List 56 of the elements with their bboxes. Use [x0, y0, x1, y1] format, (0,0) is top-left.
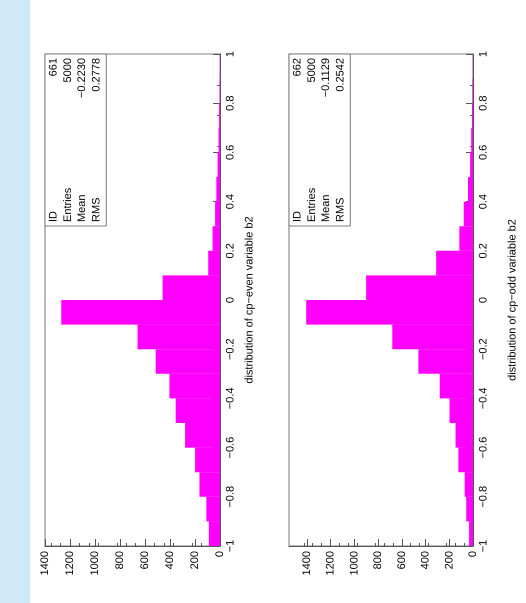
y-tick-label: 0.2 [224, 243, 237, 258]
y-tick-label: −0.2 [478, 338, 490, 360]
annotation: 661 [48, 58, 60, 76]
y-tick-label: −0.4 [224, 388, 237, 410]
annotation: 5000 [62, 58, 74, 82]
x-tick-label: 600 [139, 551, 152, 570]
x-tick-label: 0 [467, 551, 479, 558]
y-tick-label: 0.2 [478, 243, 490, 258]
annotation: 0.2778 [90, 58, 102, 92]
x-tick-label: 200 [189, 551, 202, 570]
x-tick-label: 1200 [64, 551, 76, 576]
y-tick-label: −0.6 [224, 436, 237, 458]
y-tick-label: 0.6 [224, 144, 237, 160]
x-tick-label: 400 [420, 551, 432, 570]
y-tick-label: −0.8 [478, 486, 490, 508]
x-tick-label: 1200 [324, 551, 337, 576]
y-tick-label: 0 [224, 296, 237, 304]
annotation: ID [292, 210, 304, 222]
x-tick-label: 1000 [89, 551, 102, 576]
annotation: 662 [292, 58, 304, 76]
x-tick-label: 0 [214, 551, 226, 558]
y-tick-label: 0.4 [478, 194, 490, 210]
x-tick-label: 200 [443, 551, 456, 570]
annotation: RMS [90, 198, 102, 222]
y-tick-label: −1 [478, 540, 490, 552]
annotation: Entries [306, 187, 318, 222]
annotation: Mean [76, 194, 88, 222]
annotation: −0.1129 [320, 58, 332, 98]
y-axis-title: distribution of cp−odd variable b2 [506, 219, 518, 381]
y-tick-label: −1 [224, 540, 237, 552]
y-tick-label: 0 [478, 296, 490, 304]
annotation: Mean [320, 194, 332, 222]
y-tick-label: 0.4 [224, 194, 237, 210]
y-tick-label: −0.8 [224, 486, 237, 508]
y-tick-label: 1 [224, 50, 237, 58]
x-tick-label: 600 [396, 551, 408, 570]
y-tick-label: 0.8 [224, 96, 237, 111]
y-tick-label: −0.2 [224, 338, 237, 360]
y-tick-label: −0.4 [478, 388, 490, 410]
x-tick-label: 800 [372, 551, 384, 570]
y-tick-label: −0.6 [478, 436, 490, 458]
x-tick-label: 1400 [39, 551, 51, 576]
y-tick-label: 0.6 [478, 144, 490, 160]
y-axis-title: distribution of cp−even variable b2 [244, 216, 256, 384]
x-tick-label: 800 [114, 551, 126, 570]
annotation: 5000 [306, 58, 318, 82]
x-tick-label: 1400 [300, 551, 313, 576]
annotation: Entries [62, 187, 74, 222]
y-tick-label: 0.8 [478, 96, 490, 111]
x-tick-label: 1000 [348, 551, 360, 576]
y-tick-label: 1 [478, 50, 490, 58]
annotation: −0.2230 [76, 58, 88, 98]
annotation: 0.2542 [334, 58, 346, 92]
annotation: RMS [334, 198, 346, 222]
annotation: ID [48, 210, 60, 222]
x-tick-label: 400 [164, 551, 176, 570]
